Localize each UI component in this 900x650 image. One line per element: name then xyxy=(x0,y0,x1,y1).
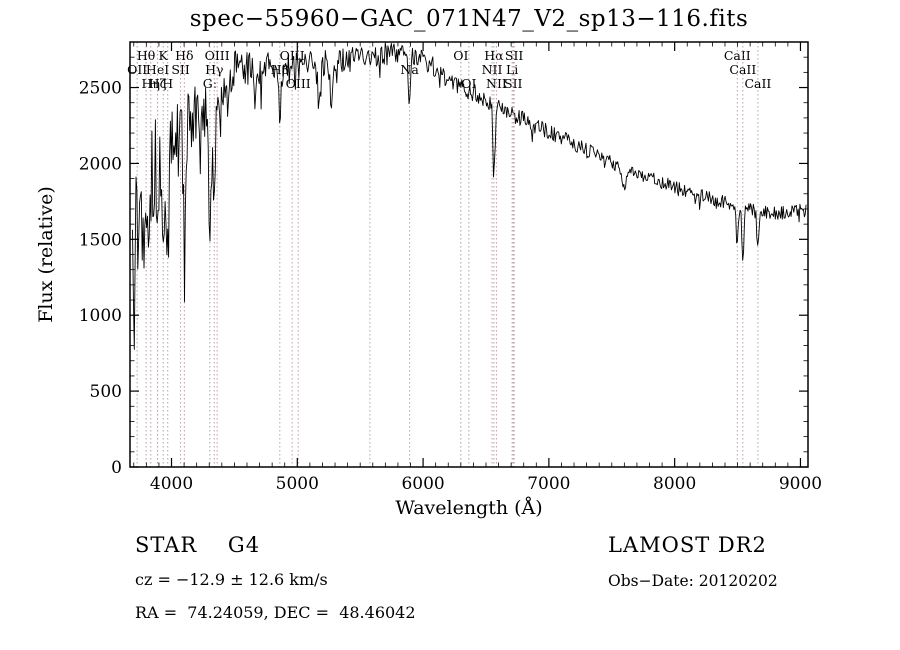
y-axis-label: Flux (relative) xyxy=(35,186,57,323)
spectral-marker-label: OIII xyxy=(286,76,311,91)
x-tick-label: 5000 xyxy=(276,474,319,494)
spectral-marker-label: Hδ xyxy=(175,48,193,63)
y-tick-label: 1500 xyxy=(79,230,122,250)
spectral-marker-label: NII xyxy=(486,76,507,91)
x-tick-label: 8000 xyxy=(653,474,696,494)
x-tick-label: 6000 xyxy=(401,474,444,494)
spectral-marker-label: HeI xyxy=(146,62,169,77)
spectral-marker-label: Hθ xyxy=(137,48,155,63)
spectral-marker-label: Hζ xyxy=(149,76,167,91)
spectral-marker-label: Hη xyxy=(142,76,160,91)
spectral-marker-label: OII xyxy=(127,62,147,77)
spectral-marker-label: OI xyxy=(461,76,476,91)
x-tick-label: 4000 xyxy=(150,474,193,494)
spectral-marker-label: Li xyxy=(506,62,518,77)
spectral-marker-label: CaII xyxy=(729,62,756,77)
y-tick-label: 1000 xyxy=(79,306,122,326)
y-tick-label: 500 xyxy=(90,382,122,402)
spectral-marker-label: Hα xyxy=(484,48,504,63)
spectrum-chart: OIIHθHηHeIHζKHSIIHδG:HγOIIIHβOIIIOIIINaO… xyxy=(35,41,822,519)
object-class-label: STAR G4 xyxy=(135,533,261,557)
spectral-marker-label: OI xyxy=(453,48,468,63)
y-tick-label: 0 xyxy=(111,458,122,478)
spectral-marker-label: CaII xyxy=(744,76,771,91)
spectral-marker-label: CaII xyxy=(724,48,751,63)
y-tick-label: 2500 xyxy=(79,79,122,99)
spectral-marker-label: H xyxy=(162,76,173,91)
x-tick-label: 7000 xyxy=(527,474,570,494)
x-axis-label: Wavelength (Å) xyxy=(395,497,542,519)
x-tick-label: 9000 xyxy=(779,474,822,494)
spectrum-path xyxy=(132,43,807,350)
radial-velocity-label: cz = −12.9 ± 12.6 km/s xyxy=(135,570,328,589)
spectral-marker-label: K xyxy=(159,48,169,63)
spectral-marker-label: SII xyxy=(504,76,523,91)
y-tick-label: 2000 xyxy=(79,154,122,174)
spectral-marker-label: Hγ xyxy=(205,62,223,77)
spectral-marker-label: SII xyxy=(505,48,524,63)
chart-title: spec−55960−GAC_071N47_V2_sp13−116.fits xyxy=(189,6,749,32)
spectral-marker-label: G: xyxy=(203,76,217,91)
spectral-marker-label: OIII xyxy=(205,48,230,63)
spectral-marker-label: NII xyxy=(482,62,503,77)
obs-date-label: Obs−Date: 20120202 xyxy=(608,572,778,590)
survey-label: LAMOST DR2 xyxy=(608,533,767,557)
spectral-marker-label: Na xyxy=(400,62,419,77)
spectral-marker-label: SII xyxy=(171,62,190,77)
coordinates-label: RA = 74.24059, DEC = 48.46042 xyxy=(135,603,416,622)
